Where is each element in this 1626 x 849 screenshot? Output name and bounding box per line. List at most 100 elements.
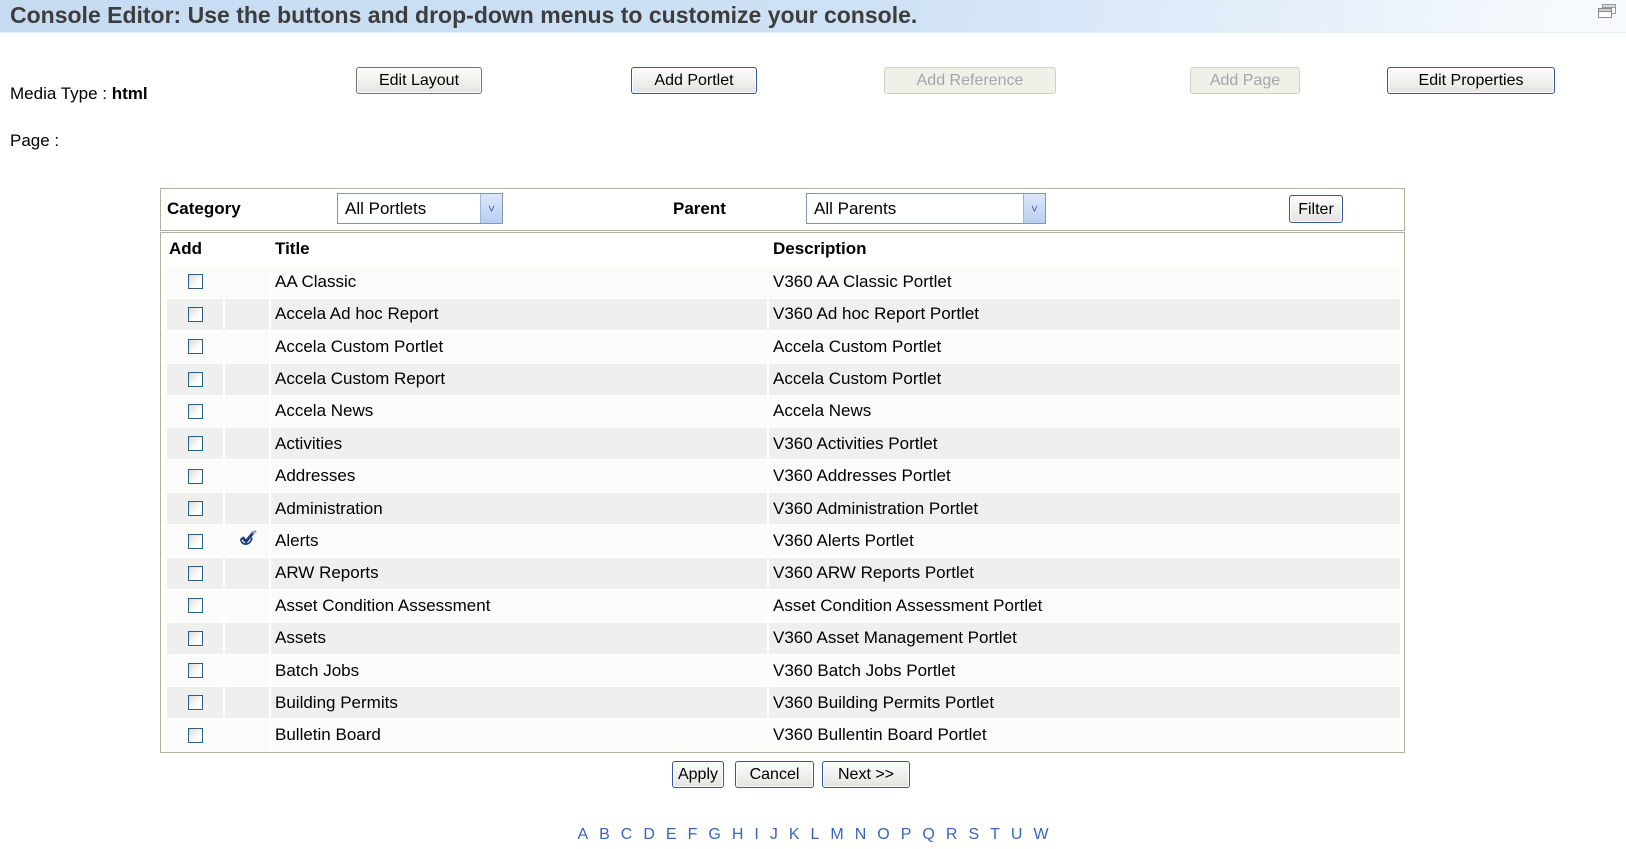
portlet-title: Assets [271,622,767,654]
alphabet-link-k[interactable]: K [788,826,800,843]
add-checkbox[interactable] [187,565,203,581]
parent-label: Parent [673,199,726,218]
portlet-title: Batch Jobs [271,655,767,687]
portlet-description: V360 Building Permits Portlet [769,687,1400,719]
add-checkbox[interactable] [187,727,203,743]
add-checkbox[interactable] [187,436,203,452]
add-checkbox[interactable] [187,468,203,484]
portlet-description: V360 Addresses Portlet [769,460,1400,492]
portlet-title: Accela News [271,395,767,427]
add-checkbox[interactable] [187,630,203,646]
alphabet-link-l[interactable]: L [810,826,820,843]
portlet-title: AA Classic [271,266,767,298]
portlet-title: Accela Custom Portlet [271,331,767,363]
page-label: Page : [10,131,60,150]
edit-layout-button[interactable]: Edit Layout [356,67,482,94]
alphabet-link-e[interactable]: E [665,826,677,843]
table-row: Accela Custom Portlet Accela Custom Portl… [161,331,1404,363]
portlet-description: V360 Alerts Portlet [769,525,1400,557]
portlet-title: Asset Condition Assessment [271,590,767,622]
category-select[interactable]: All Portlets ˅ [337,193,503,224]
icon-cell [225,590,269,622]
icon-cell [225,622,269,654]
alphabet-link-u[interactable]: U [1010,826,1023,843]
apply-button[interactable]: Apply [672,761,724,788]
parent-select[interactable]: All Parents ˅ [806,193,1046,224]
add-checkbox[interactable] [187,598,203,614]
add-checkbox[interactable] [187,403,203,419]
portlet-title: Accela Ad hoc Report [271,298,767,330]
parent-selected-value: All Parents [814,198,897,218]
alphabet-link-r[interactable]: R [945,826,958,843]
check-edit-icon [238,529,257,552]
table-row: Administration V360 Administration Portle… [161,493,1404,525]
table-row: Addresses V360 Addresses Portlet [161,460,1404,492]
alphabet-link-n[interactable]: N [854,826,867,843]
filter-button[interactable]: Filter [1289,195,1343,223]
add-checkbox[interactable] [187,695,203,711]
media-type-value: html [111,84,148,103]
next-button[interactable]: Next >> [822,761,910,788]
cancel-button[interactable]: Cancel [735,761,814,788]
add-checkbox[interactable] [187,533,203,549]
chevron-down-icon[interactable]: ˅ [1023,194,1045,223]
add-cell [167,655,223,687]
portlet-description: V360 Batch Jobs Portlet [769,655,1400,687]
add-checkbox[interactable] [187,371,203,387]
add-portlet-button[interactable]: Add Portlet [631,67,757,94]
alphabet-link-h[interactable]: H [731,826,744,843]
add-reference-button: Add Reference [884,67,1056,94]
add-cell [167,557,223,589]
icon-cell [225,460,269,492]
alphabet-link-m[interactable]: M [830,826,844,843]
icon-cell [225,363,269,395]
table-row: Asset Condition Assessment Asset Conditio… [161,590,1404,622]
add-checkbox[interactable] [187,663,203,679]
alphabet-link-j[interactable]: J [769,826,778,843]
alphabet-link-i[interactable]: I [754,826,759,843]
alphabet-link-d[interactable]: D [643,826,655,843]
alphabet-link-c[interactable]: C [620,826,633,843]
icon-cell [225,331,269,363]
alphabet-link-t[interactable]: T [990,826,1000,843]
table-row: Bulletin Board V360 Bullentin Board Portl… [161,719,1404,751]
add-cell [167,719,223,751]
add-cell [167,493,223,525]
add-checkbox[interactable] [187,339,203,355]
table-row: AA Classic V360 AA Classic Portlet [161,266,1404,298]
portlet-title: Accela Custom Report [271,363,767,395]
alphabet-link-g[interactable]: G [708,826,721,843]
table-row: Activities V360 Activities Portlet [161,428,1404,460]
column-header-description: Description [773,239,867,258]
add-cell [167,525,223,557]
add-cell [167,428,223,460]
alphabet-link-a[interactable]: A [577,826,589,843]
cascade-windows-icon[interactable] [1597,3,1617,20]
table-row: Alerts V360 Alerts Portlet [161,525,1404,557]
alphabet-link-o[interactable]: O [877,826,890,843]
portlet-description: Accela Custom Portlet [769,331,1400,363]
add-page-button: Add Page [1190,67,1300,94]
table-row: ARW Reports V360 ARW Reports Portlet [161,557,1404,589]
portlet-description: V360 Activities Portlet [769,428,1400,460]
portlet-title: Activities [271,428,767,460]
add-checkbox[interactable] [187,306,203,322]
alphabet-link-w[interactable]: W [1033,826,1049,843]
alphabet-link-s[interactable]: S [968,826,980,843]
icon-cell [225,719,269,751]
icon-cell [225,557,269,589]
portlet-title: Alerts [271,525,767,557]
edit-properties-button[interactable]: Edit Properties [1387,67,1555,94]
chevron-down-icon[interactable]: ˅ [480,194,502,223]
add-cell [167,298,223,330]
alphabet-link-f[interactable]: F [687,826,698,843]
alphabet-link-b[interactable]: B [599,826,610,843]
icon-cell [225,266,269,298]
add-cell [167,363,223,395]
alphabet-link-q[interactable]: Q [922,826,935,843]
alphabet-link-p[interactable]: P [900,826,912,843]
add-checkbox[interactable] [187,501,203,517]
icon-cell [225,493,269,525]
add-checkbox[interactable] [187,274,203,290]
